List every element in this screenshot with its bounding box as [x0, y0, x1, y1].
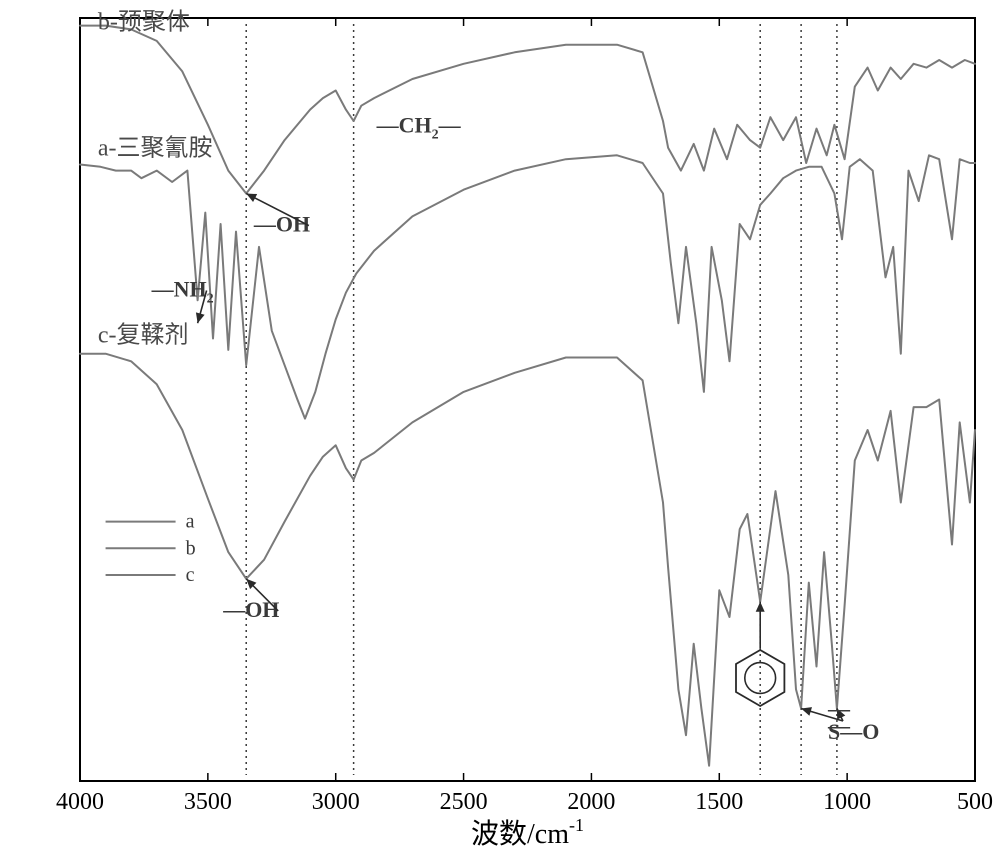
xtick-label: 500 [957, 789, 993, 815]
xtick-label: 1000 [823, 789, 871, 815]
annotation-label-a: a-三聚氰胺 [98, 134, 213, 161]
ftir-spectrum-chart: 4000 3500 3000 2500 2000 1500 1000 500 波数/cm-1 b-… [0, 0, 1000, 863]
legend-label-c: c [186, 564, 195, 586]
annotation-label-b: b-预聚体 [98, 8, 190, 35]
annotation-oh1: —OH [253, 212, 310, 237]
annotation-label-c: c-复鞣剂 [98, 321, 189, 348]
legend-label-a: a [186, 511, 195, 533]
xtick-label: 3000 [312, 789, 360, 815]
annotation-dbl2: — [827, 713, 851, 738]
xtick-label: 2500 [440, 789, 488, 815]
xtick-label: 2000 [567, 789, 615, 815]
annotation-oh2: —OH [222, 597, 279, 622]
x-axis-title: 波数/cm-1 [471, 815, 584, 850]
chart-svg: 4000 3500 3000 2500 2000 1500 1000 500 波数/cm-1 b-… [0, 0, 1000, 863]
xtick-label: 1500 [695, 789, 743, 815]
xtick-label: 4000 [56, 789, 104, 815]
xtick-label: 3500 [184, 789, 232, 815]
legend-label-b: b [186, 537, 196, 559]
